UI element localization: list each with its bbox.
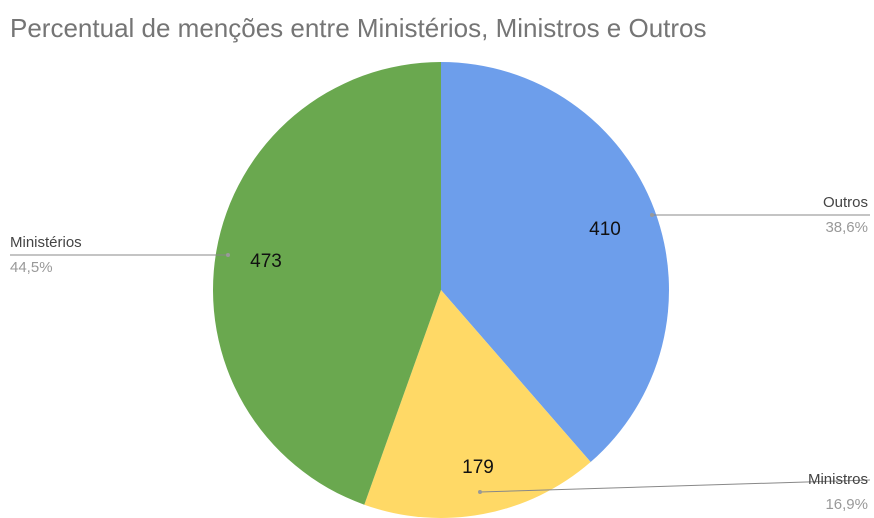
chart-title: Percentual de menções entre Ministérios,… — [10, 13, 707, 43]
leader-dot — [226, 253, 230, 257]
value-label: 473 — [250, 251, 282, 272]
leader-line — [479, 479, 871, 493]
percent-label: 44,5% — [10, 259, 53, 276]
pie-slice — [441, 62, 669, 463]
percent-label: 16,9% — [825, 496, 868, 513]
pie-slice — [213, 62, 441, 505]
pie-slice — [364, 290, 591, 518]
value-label: 410 — [589, 219, 621, 240]
leader-dot — [478, 490, 482, 494]
value-label: 179 — [462, 457, 494, 478]
percent-label: 38,6% — [825, 219, 868, 236]
slice-label: Ministros — [808, 471, 868, 488]
slice-label: Outros — [823, 194, 868, 211]
slice-label: Ministérios — [10, 234, 82, 251]
leader-dot — [650, 213, 654, 217]
